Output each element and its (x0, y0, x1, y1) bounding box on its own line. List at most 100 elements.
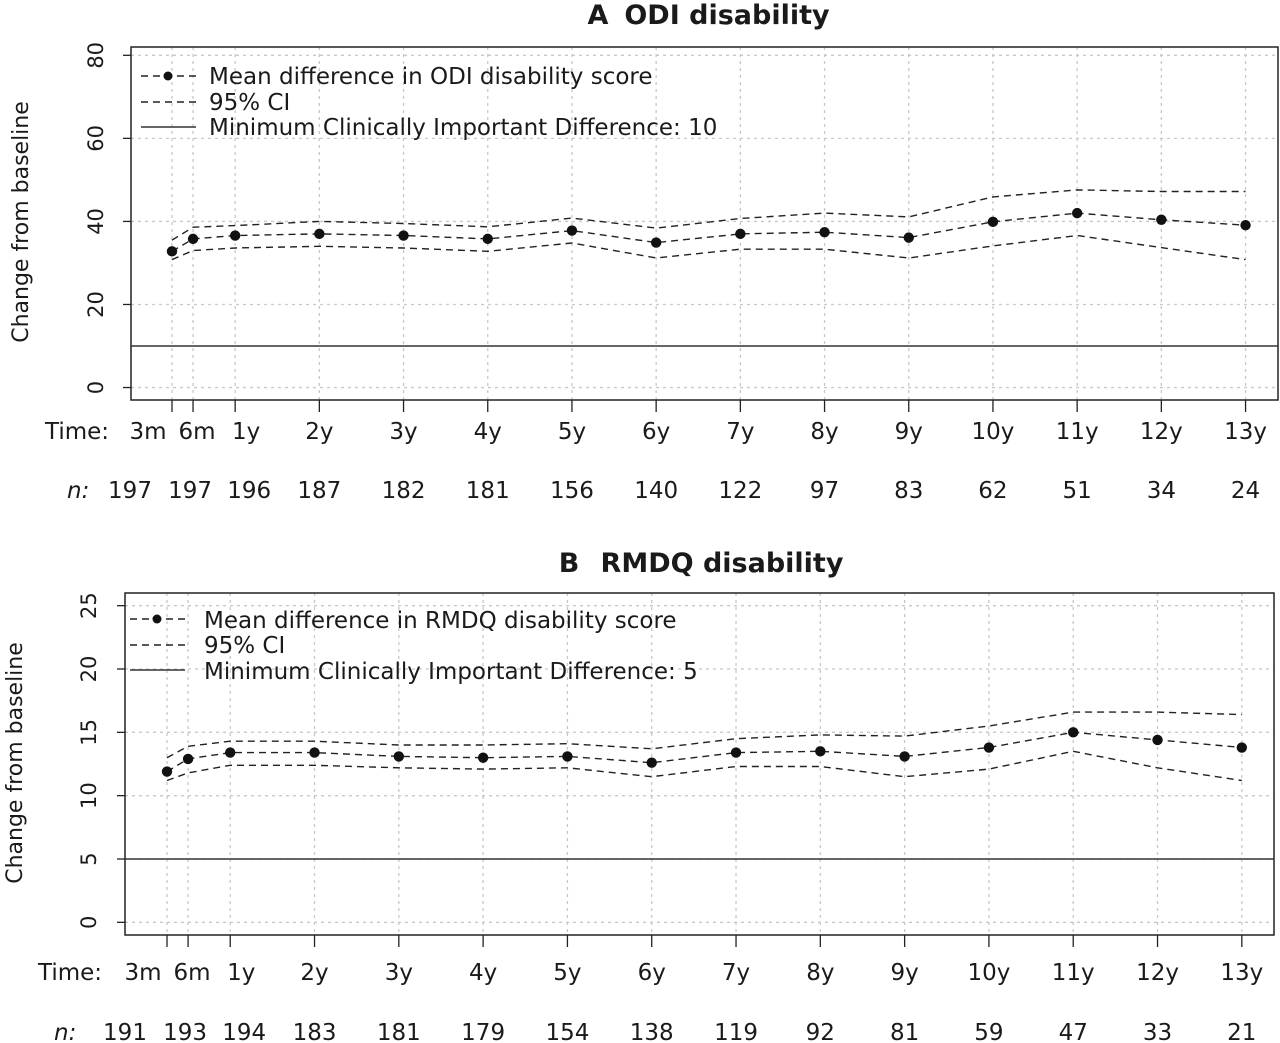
panel-a-mean-point (398, 230, 409, 241)
panel-b-n-label: n: (54, 1020, 76, 1043)
panel-b-x-tick-label: 8y (806, 960, 834, 986)
panel-a-ci-lower-line (171, 234, 1246, 261)
panel-b-x-tick-label: 7y (722, 960, 750, 986)
panel-a-n-value: 51 (1063, 478, 1092, 504)
panel-b-legend-mean-label: Mean difference in RMDQ disability score (204, 608, 677, 634)
panel-a-x-tick-label: 10y (972, 419, 1015, 445)
panel-a-x-tick-label: 8y (810, 419, 838, 445)
panel-a-x-tick-label: 3y (389, 419, 417, 445)
panel-b-title: RMDQ disability (601, 548, 844, 579)
panel-b-n-value: 33 (1143, 1020, 1172, 1043)
panel-b-letter: B (559, 548, 580, 579)
panel-b-n-value: 191 (103, 1020, 147, 1043)
panel-b-x-tick-label: 1y (227, 960, 255, 986)
panel-a-mean-point (819, 227, 830, 238)
panel-a-n-value: 196 (227, 478, 271, 504)
panel-b-legend-mean-marker (152, 614, 162, 624)
panel-b-mean-point (393, 751, 405, 762)
panel-b-ci-upper-line (166, 711, 1242, 759)
panel-a-time-label: Time: (44, 419, 109, 445)
panel-a-mean-point (1156, 214, 1167, 225)
panel-a-n-value: 187 (297, 478, 341, 504)
panel-a-y-axis: 0 20 40 60 80 (84, 42, 131, 394)
panel-b-y-axis-label: Change from baseline (3, 642, 28, 884)
panel-a-mean-point (166, 246, 178, 257)
panel-b-mean-point (983, 742, 995, 753)
panel-a-mean-point (987, 216, 999, 228)
panel-b-y-tick-label: 5 (77, 852, 101, 865)
panel-a-n-value: 140 (634, 478, 678, 504)
panel-a-n-value: 24 (1231, 478, 1260, 504)
panel-a-x-tick-label: 1y (232, 419, 260, 445)
panel-a-n-value: 181 (466, 478, 510, 504)
panel-a-x-tick-label: 12y (1140, 419, 1183, 445)
panel-b-legend-ci-label: 95% CI (204, 633, 285, 659)
panel-b-mean-point (1236, 742, 1248, 753)
panel-b-mean-points (161, 727, 1248, 777)
panel-a-mean-point (903, 232, 914, 243)
panel-b-n-value: 194 (222, 1020, 266, 1043)
panel-a-n-value: 62 (978, 478, 1007, 504)
panel-b-n-row: 191 193 194 183 181 179 154 138 119 92 81 59 47 33 21 (103, 1020, 1256, 1043)
panel-b-x-tick-label: 4y (469, 960, 497, 986)
panel-b-mean-point (562, 751, 573, 762)
panel-b-mean-line (166, 731, 1242, 773)
panel-b-n-value: 21 (1227, 1020, 1256, 1043)
panel-a-mean-point (229, 230, 241, 241)
panel-b-n-value: 138 (630, 1020, 674, 1043)
panel-b-y-tick-label: 20 (77, 656, 101, 683)
panel-a-x-tick-label: 4y (474, 419, 502, 445)
panel-b-mean-point (182, 753, 194, 765)
panel-b-y-tick-label: 10 (77, 782, 101, 809)
panel-a-n-label: n: (67, 478, 89, 504)
panel-b-n-value: 119 (714, 1020, 758, 1043)
panel-a-n-value: 83 (894, 478, 923, 504)
panel-a-mean-point (566, 225, 578, 236)
panel-a-n-value: 34 (1147, 478, 1176, 504)
panel-a-y-tick-label: 40 (84, 208, 108, 235)
panel-a-n-value: 197 (108, 478, 152, 504)
panel-a-mean-point (650, 237, 662, 248)
panel-a-mean-point (1071, 207, 1083, 219)
panel-b-x-tick-label: 9y (891, 960, 919, 986)
panel-b-mean-point (815, 746, 826, 757)
panel-b-n-value: 179 (461, 1020, 505, 1043)
panel-a-x-tick-label: 13y (1224, 419, 1267, 445)
panel-b-mean-point (730, 747, 742, 758)
panel-a-y-tick-label: 60 (84, 125, 108, 152)
panel-b-n-value: 47 (1059, 1020, 1088, 1043)
panel-a-y-tick-label: 80 (84, 42, 108, 69)
panel-a-x-tick-label: 3m (129, 419, 166, 445)
panel-b-plot-frame (124, 592, 1275, 936)
panel-b-x-tick-label: 6y (638, 960, 666, 986)
panel-b-mean-point (1068, 727, 1079, 738)
panel-b: B RMDQ disability 0 5 10 15 20 25 Change from… (3, 548, 1275, 1043)
panel-a-n-value: 197 (168, 478, 212, 504)
panel-b-x-tick-label: 6m (174, 960, 211, 986)
panel-a-y-axis-label: Change from baseline (9, 101, 34, 343)
panel-b-n-value: 183 (293, 1020, 337, 1043)
panel-b-mean-point (646, 757, 657, 768)
panel-a-plot-frame (130, 46, 1279, 401)
panel-a: A ODI disability 0 20 40 60 80 Change from b… (9, 0, 1279, 504)
panel-a-n-value: 182 (382, 478, 426, 504)
panel-b-legend: Mean difference in RMDQ disability score… (130, 608, 698, 685)
panel-a-x-tick-label: 6m (179, 419, 216, 445)
panel-b-y-tick-label: 25 (77, 592, 101, 619)
panel-a-n-row: 197 197 196 187 182 181 156 140 122 97 83 62 51 34 24 (108, 478, 1260, 504)
panel-a-title: ODI disability (624, 0, 830, 31)
panel-b-n-value: 181 (377, 1020, 421, 1043)
panel-b-mean-point (225, 747, 236, 758)
panel-b-n-value: 193 (163, 1020, 207, 1043)
panel-a-n-value: 97 (810, 478, 839, 504)
panel-b-ci-lower-line (166, 750, 1242, 782)
panel-b-x-tick-label: 5y (553, 960, 581, 986)
panel-a-legend-ci-label: 95% CI (209, 90, 290, 116)
panel-a-x-tick-label: 2y (305, 419, 333, 445)
panel-b-n-value: 154 (545, 1020, 589, 1043)
panel-a-y-tick-label: 0 (84, 381, 108, 394)
panel-b-x-tick-label: 2y (300, 960, 328, 986)
panel-b-n-value: 92 (806, 1020, 835, 1043)
panel-a-mean-point (482, 233, 493, 245)
